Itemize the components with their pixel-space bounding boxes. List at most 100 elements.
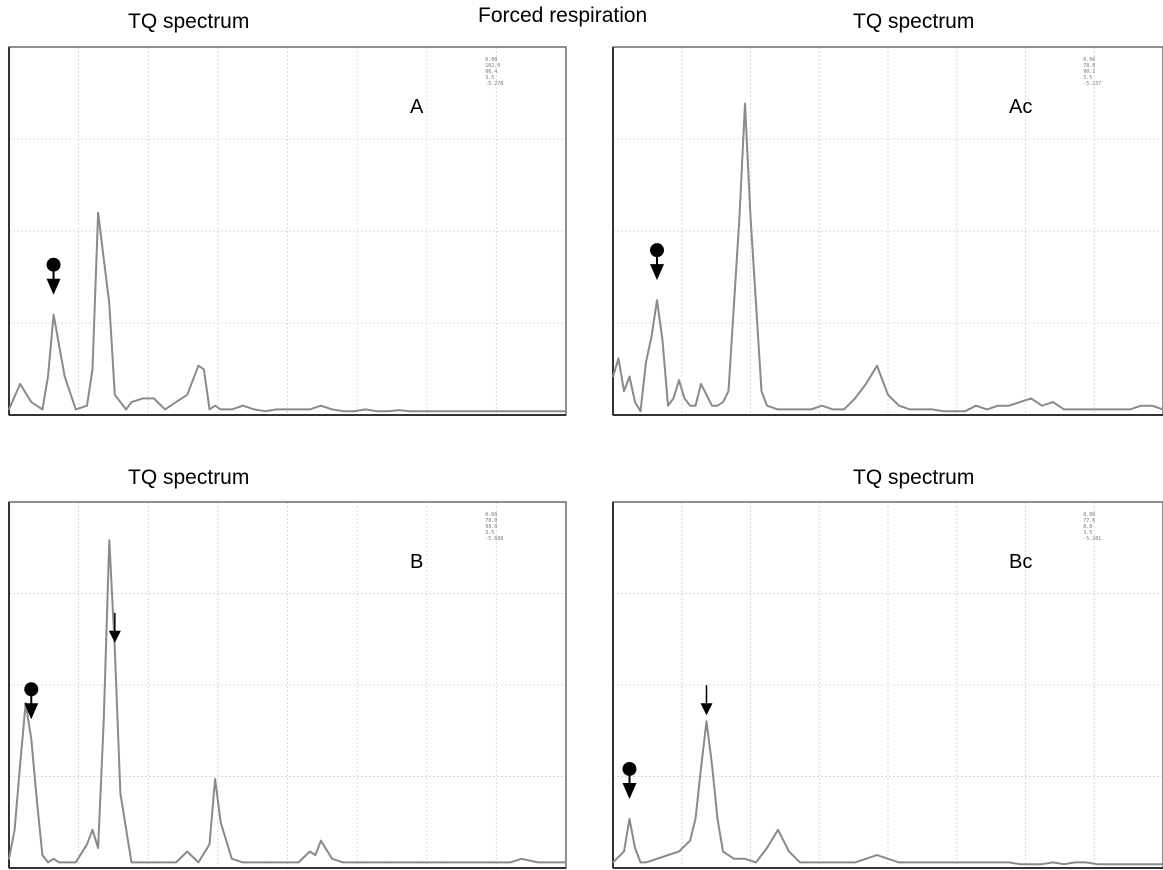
data-point [30,738,33,741]
data-point [331,858,333,860]
data-point [1030,863,1032,865]
data-point [628,818,631,820]
data-point [219,408,222,411]
data-point [953,861,955,864]
data-point [694,818,697,820]
data-point [108,539,111,541]
arrow-marker [108,612,121,643]
data-point [253,861,255,864]
data-point [843,408,845,411]
data-point [634,401,636,403]
data-point [153,861,155,864]
data-point [843,861,845,864]
data-point [645,861,647,864]
data-point [41,854,44,856]
data-point [711,404,713,407]
data-point [130,861,133,864]
panel-label: B [410,551,423,573]
data-point [197,861,200,864]
data-point [1052,861,1054,864]
data-point [887,858,889,860]
data-point [203,368,205,371]
data-point [420,410,423,413]
data-point [481,410,484,413]
data-point [634,847,636,849]
data-point [186,850,188,853]
data-point [353,410,356,413]
data-point [821,404,823,407]
data-point [231,858,233,860]
data-point [1074,408,1076,411]
data-point [353,861,356,864]
data-point [722,850,724,853]
data-point [141,397,144,400]
data-point [114,394,116,396]
readout-value: -5.278 [485,81,503,87]
marker-arrow-head [650,264,664,281]
data-point [242,404,244,407]
data-point [909,861,911,864]
data-point [91,829,94,831]
arrow-marker [700,685,713,716]
data-point [130,401,133,403]
data-point [453,861,456,864]
data-point [208,843,211,846]
readout-value: -5.237 [1083,81,1101,87]
data-point [777,408,779,411]
data-point [63,861,66,864]
marker-arrow-head [24,703,39,720]
data-point [52,858,55,860]
data-point [623,850,625,853]
data-point [86,843,88,846]
data-point [744,858,746,860]
data-point [678,379,680,382]
data-point [387,410,389,413]
data-point [186,394,188,396]
data-point [623,390,625,393]
data-point [689,404,691,407]
marker-dot [650,243,664,258]
data-point [409,861,411,864]
data-point [13,829,16,831]
readout-value: 78.0 [1083,63,1095,69]
data-point [821,861,823,864]
data-point [777,829,779,831]
data-point [97,847,99,849]
data-point [520,858,523,860]
data-point [75,861,77,864]
data-point [612,861,614,864]
grid [613,502,1163,868]
data-point [733,858,735,860]
panel-b-title: TQ spectrum [128,466,250,489]
data-point [320,404,322,407]
readout-value: 99.0 [485,524,497,530]
data-point [102,720,105,722]
readout-value: 102.0 [485,63,500,69]
data-point [398,409,400,411]
data-point [705,720,708,722]
data-point [164,861,166,864]
data-point [320,839,322,842]
panel-label: Ac [1009,96,1032,118]
data-point [810,861,812,864]
data-point [639,861,642,864]
readout-value: 3.5 [485,75,494,81]
data-point [727,390,730,393]
data-point [164,408,166,411]
marker-arrow-head [108,630,121,643]
data-point [8,858,10,860]
data-point [264,410,266,413]
data-point [645,361,647,363]
data-point [667,854,669,856]
data-point [876,854,878,856]
data-point [766,404,768,407]
data-point [1008,404,1010,407]
data-point [920,408,922,411]
data-point [942,410,944,413]
panel-bc-title: TQ spectrum [853,466,975,489]
data-point [832,861,834,864]
data-point [854,397,856,400]
marker-dot [24,682,39,697]
data-point [286,861,289,864]
data-point [91,368,94,371]
